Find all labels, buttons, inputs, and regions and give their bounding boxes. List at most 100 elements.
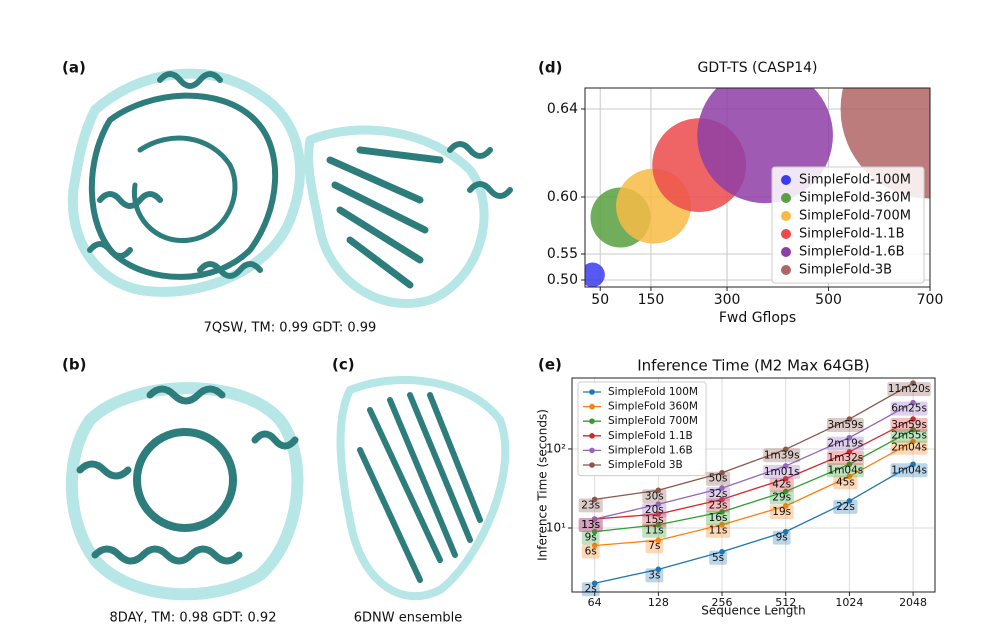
value-label: 45s — [836, 476, 855, 488]
point — [591, 528, 598, 535]
caption: 6DNW ensemble — [354, 611, 463, 626]
value-label-box — [890, 463, 928, 478]
point — [910, 461, 916, 468]
y-tick-label: 0.50 — [547, 272, 578, 288]
value-label-box — [772, 530, 791, 545]
legend-swatch — [589, 403, 595, 410]
panel-label: (c) — [332, 356, 355, 374]
value-label: 19s — [772, 506, 791, 518]
protein-8day — [65, 382, 304, 601]
value-label: 29s — [772, 491, 791, 503]
series-line — [594, 440, 914, 547]
legend-label: SimpleFold 700M — [608, 415, 698, 427]
value-label-box — [890, 428, 928, 443]
legend-box — [577, 381, 707, 477]
point — [591, 580, 598, 587]
value-label: 9s — [585, 532, 597, 544]
legend-label: SimpleFold 100M — [608, 386, 698, 398]
legend-swatch — [781, 265, 791, 275]
value-label: 2m19s — [828, 438, 864, 450]
value-label: 6m25s — [891, 403, 927, 415]
value-label: 1m04s — [891, 464, 927, 476]
legend-label: SimpleFold 360M — [608, 401, 698, 413]
value-label: 6s — [585, 546, 597, 558]
plot-frame — [571, 377, 936, 593]
value-label-box — [890, 440, 928, 455]
point — [910, 426, 916, 433]
series-line — [594, 402, 914, 520]
value-label-box — [705, 471, 731, 486]
value-label-box — [833, 475, 858, 490]
point — [591, 542, 598, 549]
value-label-box — [769, 504, 794, 519]
bubble — [585, 262, 605, 287]
y-axis-label: Inference Time (seconds) — [536, 409, 550, 561]
y-tick-label: 0.55 — [547, 246, 578, 262]
point — [719, 496, 725, 503]
x-tick-label: 64 — [588, 596, 602, 609]
value-label-box — [763, 464, 801, 479]
point — [782, 463, 789, 469]
value-label-box — [705, 487, 731, 502]
value-label-box — [642, 489, 667, 504]
x-axis-label: Fwd Gflops — [719, 310, 796, 326]
value-label: 1m32s — [828, 452, 864, 464]
point — [782, 446, 789, 453]
point — [719, 485, 725, 491]
point — [655, 511, 662, 517]
legend-label: SimpleFold 1.1B — [608, 430, 693, 442]
point — [655, 501, 662, 508]
point — [719, 469, 725, 476]
value-label: 42s — [772, 479, 791, 491]
x-tick-label: 150 — [638, 292, 665, 308]
legend-label: SimpleFold 3B — [608, 459, 683, 471]
value-label-box — [578, 498, 603, 513]
point — [910, 416, 916, 422]
value-label-box — [705, 510, 731, 525]
x-tick-label: 512 — [775, 596, 796, 609]
point — [719, 509, 725, 515]
value-label: 50s — [709, 473, 728, 485]
value-label: 5s — [712, 552, 724, 564]
legend-swatch — [781, 211, 791, 221]
legend-label: SimpleFold 1.6B — [608, 444, 693, 456]
panel-label: (a) — [62, 59, 86, 77]
series-line — [594, 418, 914, 520]
x-tick-label: 700 — [917, 292, 944, 308]
legend-label: SimpleFold-100M — [799, 173, 911, 188]
point — [846, 473, 853, 480]
value-label: 11s — [645, 525, 664, 537]
x-tick-label: 256 — [712, 596, 733, 609]
value-label-box — [763, 448, 801, 463]
y-tick-label: 0.60 — [547, 189, 578, 205]
y-tick-label: 0.64 — [547, 101, 578, 117]
value-label: 7s — [648, 540, 660, 552]
point — [655, 566, 662, 573]
protein-6dnw — [336, 376, 510, 601]
point — [846, 461, 853, 468]
value-label: 15s — [645, 514, 664, 526]
x-tick-label: 1024 — [835, 596, 863, 609]
point — [719, 521, 725, 528]
x-tick-label: 300 — [714, 292, 741, 308]
legend-swatch — [781, 229, 791, 239]
point — [591, 496, 598, 503]
value-label-box — [642, 513, 667, 528]
x-tick-label: 500 — [815, 292, 842, 308]
y-tick-label: 10² — [546, 441, 566, 455]
value-label: 2m55s — [891, 430, 927, 442]
chart-title: Inference Time (M2 Max 64GB) — [637, 357, 869, 375]
panel-label: (e) — [538, 356, 562, 374]
point — [655, 487, 662, 494]
value-label-box — [581, 544, 600, 559]
legend-label: SimpleFold-360M — [799, 191, 911, 206]
value-label: 22s — [836, 501, 855, 513]
point — [782, 488, 789, 495]
value-label-box — [705, 523, 731, 538]
value-label-box — [581, 582, 600, 597]
value-label-box — [578, 517, 603, 532]
chart-title: GDT-TS (CASP14) — [698, 60, 818, 76]
protein-7qsw — [67, 68, 513, 308]
series-line — [594, 429, 914, 533]
